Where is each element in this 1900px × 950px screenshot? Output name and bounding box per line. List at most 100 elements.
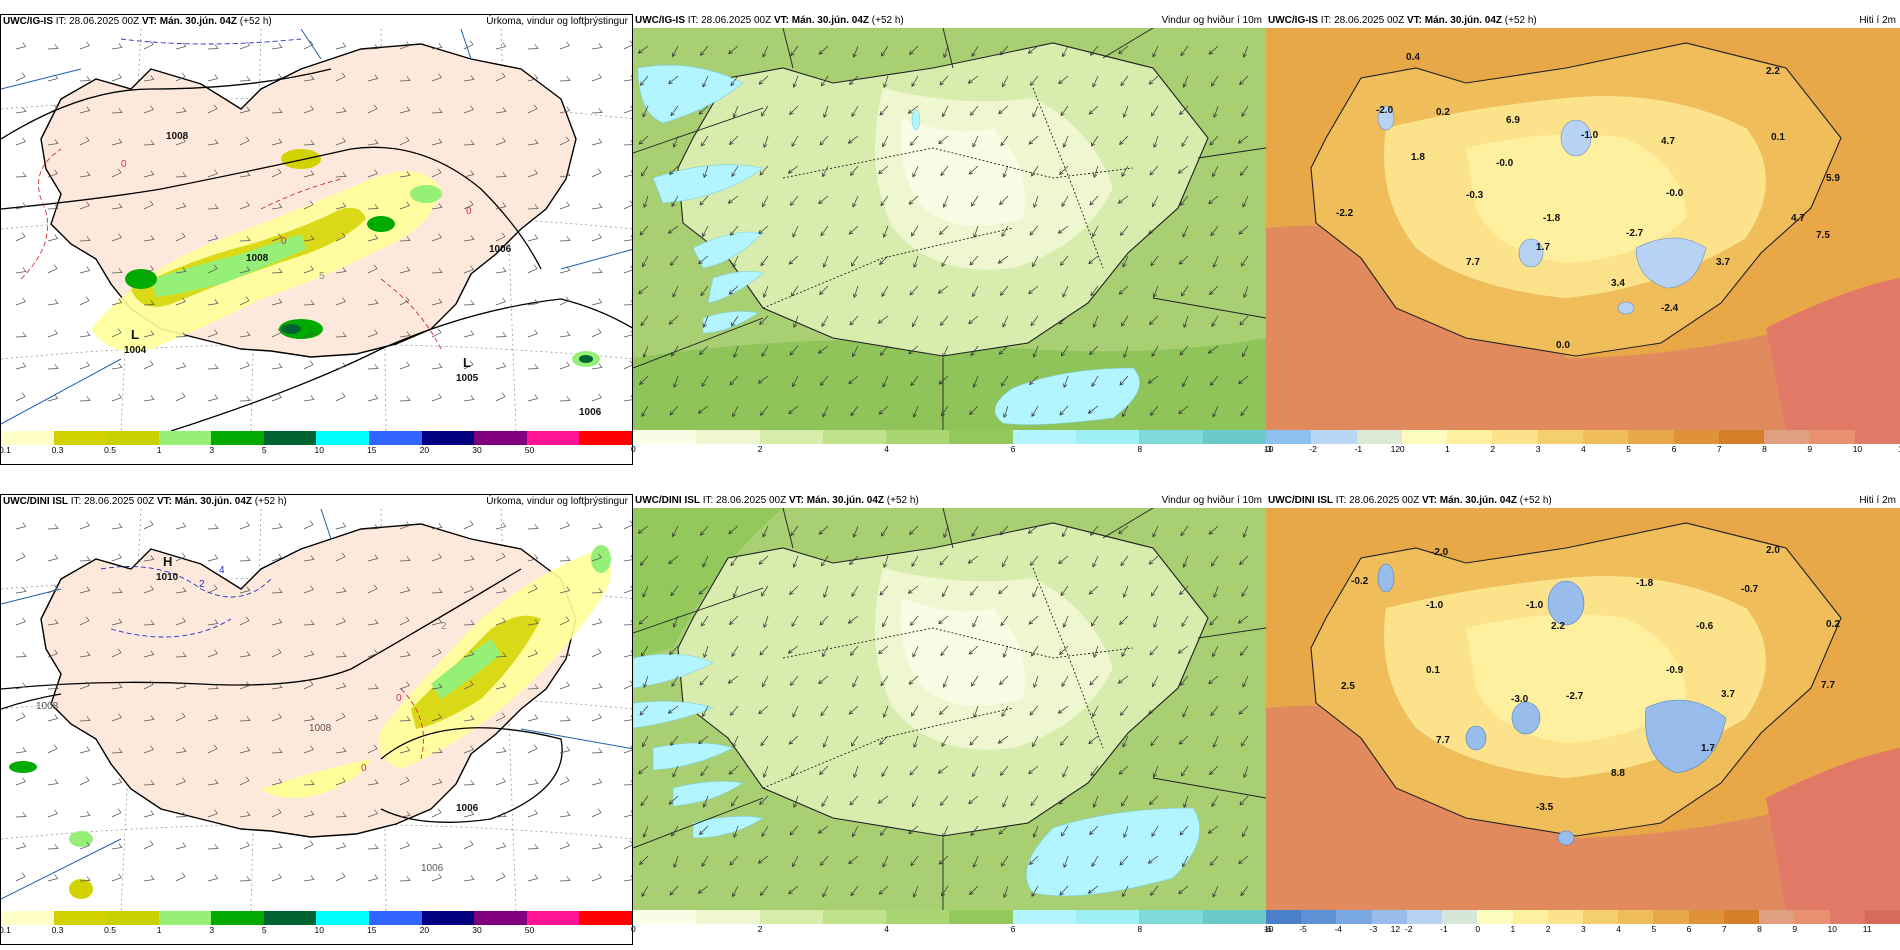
wind-barb bbox=[239, 171, 251, 178]
wind-arrow bbox=[1238, 225, 1249, 235]
wind-arrow bbox=[1147, 855, 1159, 864]
wind-arrow bbox=[763, 135, 769, 149]
wind-barb bbox=[303, 235, 315, 242]
wind-arrow bbox=[1238, 705, 1249, 715]
colorbar-swatches bbox=[1266, 910, 1900, 924]
wind-arrow bbox=[1000, 765, 1009, 776]
colorbar-label: -1 bbox=[1440, 924, 1448, 934]
wind-arrow bbox=[852, 525, 859, 538]
wind-arrow bbox=[729, 135, 739, 146]
wind-arrow bbox=[669, 645, 679, 656]
wind-barb bbox=[207, 264, 218, 274]
colorbar-swatch bbox=[579, 431, 632, 445]
temperature-value: -0.0 bbox=[1496, 158, 1514, 169]
wind-arrow bbox=[761, 345, 769, 357]
temperature-value: 1.7 bbox=[1701, 743, 1715, 754]
wind-barb bbox=[431, 363, 443, 370]
wind-arrow bbox=[937, 765, 949, 774]
wind-barb bbox=[559, 136, 570, 146]
wind-barb bbox=[175, 712, 186, 722]
wind-barb bbox=[303, 520, 314, 530]
colorbar-swatch bbox=[1371, 910, 1407, 924]
wind-arrow bbox=[1120, 225, 1129, 236]
wind-barb bbox=[111, 778, 123, 786]
wind-barb bbox=[79, 106, 91, 114]
wind-arrow bbox=[998, 345, 1009, 355]
wind-arrow bbox=[972, 135, 979, 148]
colorbar-swatch bbox=[1809, 430, 1855, 444]
wind-barb bbox=[303, 840, 314, 850]
wind-arrow bbox=[639, 225, 649, 236]
wind-arrow bbox=[700, 765, 709, 777]
wind-arrow bbox=[972, 855, 979, 868]
wind-barb bbox=[79, 556, 91, 562]
wind-barb bbox=[591, 843, 603, 850]
wind-barb bbox=[239, 361, 250, 370]
wind-arrow bbox=[702, 315, 709, 328]
wind-barb bbox=[15, 682, 27, 690]
wind-barb bbox=[559, 616, 570, 626]
wind-arrow bbox=[1120, 75, 1129, 87]
wind-arrow bbox=[668, 315, 679, 325]
colorbar-swatch bbox=[1447, 430, 1493, 444]
wind-barb bbox=[143, 680, 154, 690]
wind-arrow bbox=[942, 345, 949, 358]
wind-arrow bbox=[943, 45, 949, 59]
wind-arrow bbox=[997, 735, 1009, 744]
wind-barb bbox=[527, 874, 539, 882]
wind-barb bbox=[335, 747, 347, 754]
wind-barb bbox=[367, 234, 379, 242]
wind-arrow bbox=[1002, 645, 1009, 658]
wind-arrow bbox=[970, 105, 979, 116]
wind-barb bbox=[111, 748, 123, 754]
wind-arrow bbox=[969, 735, 979, 746]
wind-barb bbox=[431, 108, 443, 114]
wind-barb bbox=[399, 41, 410, 50]
wind-barb bbox=[495, 42, 507, 50]
wind-arrow bbox=[1147, 375, 1159, 384]
valid-time: Mán. 30.jún. 04Z bbox=[791, 15, 869, 26]
panel-header: UWC/IG-IS IT: 28.06.2025 00Z VT: Mán. 30… bbox=[1266, 14, 1900, 28]
model-name: UWC/IG-IS bbox=[635, 15, 685, 26]
vt-label: VT: bbox=[156, 496, 172, 507]
low-value: 1005 bbox=[456, 373, 479, 384]
wind-barb bbox=[15, 522, 27, 530]
wind-barb bbox=[463, 620, 475, 626]
wind-arrow bbox=[792, 375, 799, 388]
wind-barb bbox=[303, 140, 315, 146]
wind-barb bbox=[431, 168, 442, 178]
wind-arrow bbox=[790, 195, 799, 206]
wind-barb bbox=[239, 811, 251, 818]
wind-arrow bbox=[1122, 585, 1129, 598]
wind-barb bbox=[623, 715, 632, 722]
wind-arrow bbox=[848, 705, 859, 715]
temperature-value: -0.9 bbox=[1666, 665, 1684, 676]
wind-arrow bbox=[1207, 345, 1219, 354]
wind-arrow bbox=[850, 405, 859, 417]
wind-barb bbox=[207, 204, 219, 210]
wind-arrow bbox=[793, 795, 799, 809]
wind-arrow bbox=[1183, 795, 1189, 809]
wind-barb bbox=[15, 652, 27, 658]
colorbar-label: 8 bbox=[1762, 444, 1767, 454]
temp-map: 0.4 2.2 -2.0 0.2 6.9 -1.0 4.7 0.1 1.8 -0.0 5.9 -0.3… bbox=[1266, 28, 1900, 430]
wind-barb bbox=[79, 716, 91, 722]
temperature-value: 7.7 bbox=[1466, 257, 1480, 268]
wind-barb bbox=[463, 140, 475, 146]
wind-barb bbox=[207, 684, 219, 690]
wind-arrow bbox=[1242, 675, 1249, 688]
wind-barb bbox=[303, 745, 314, 754]
temperature-value: 5.9 bbox=[1826, 173, 1840, 184]
wind-arrow bbox=[968, 315, 979, 325]
wind-arrow bbox=[1178, 405, 1189, 415]
wind-arrow bbox=[1118, 525, 1129, 535]
colorbar-label: 5 bbox=[261, 925, 267, 935]
wind-arrow bbox=[1002, 795, 1009, 808]
wind-barb bbox=[591, 553, 602, 562]
wind-arrow bbox=[1001, 225, 1009, 237]
wind-arrow bbox=[1208, 195, 1219, 205]
wind-arrow bbox=[847, 135, 859, 144]
wind-barb bbox=[143, 75, 155, 82]
wind-arrow bbox=[1088, 255, 1099, 265]
wind-arrow bbox=[1179, 345, 1189, 356]
